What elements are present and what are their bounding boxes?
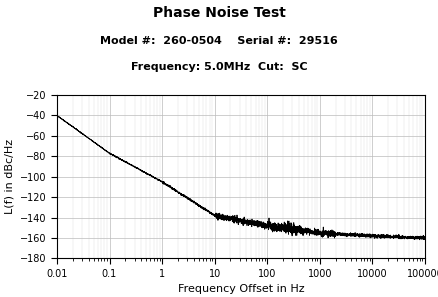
Text: Model #:  260-0504    Serial #:  29516: Model #: 260-0504 Serial #: 29516 — [100, 36, 338, 46]
Text: Frequency: 5.0MHz  Cut:  SC: Frequency: 5.0MHz Cut: SC — [131, 62, 307, 72]
Text: Phase Noise Test: Phase Noise Test — [152, 6, 286, 20]
X-axis label: Frequency Offset in Hz: Frequency Offset in Hz — [177, 284, 304, 294]
Y-axis label: L(f) in dBc/Hz: L(f) in dBc/Hz — [4, 139, 14, 214]
